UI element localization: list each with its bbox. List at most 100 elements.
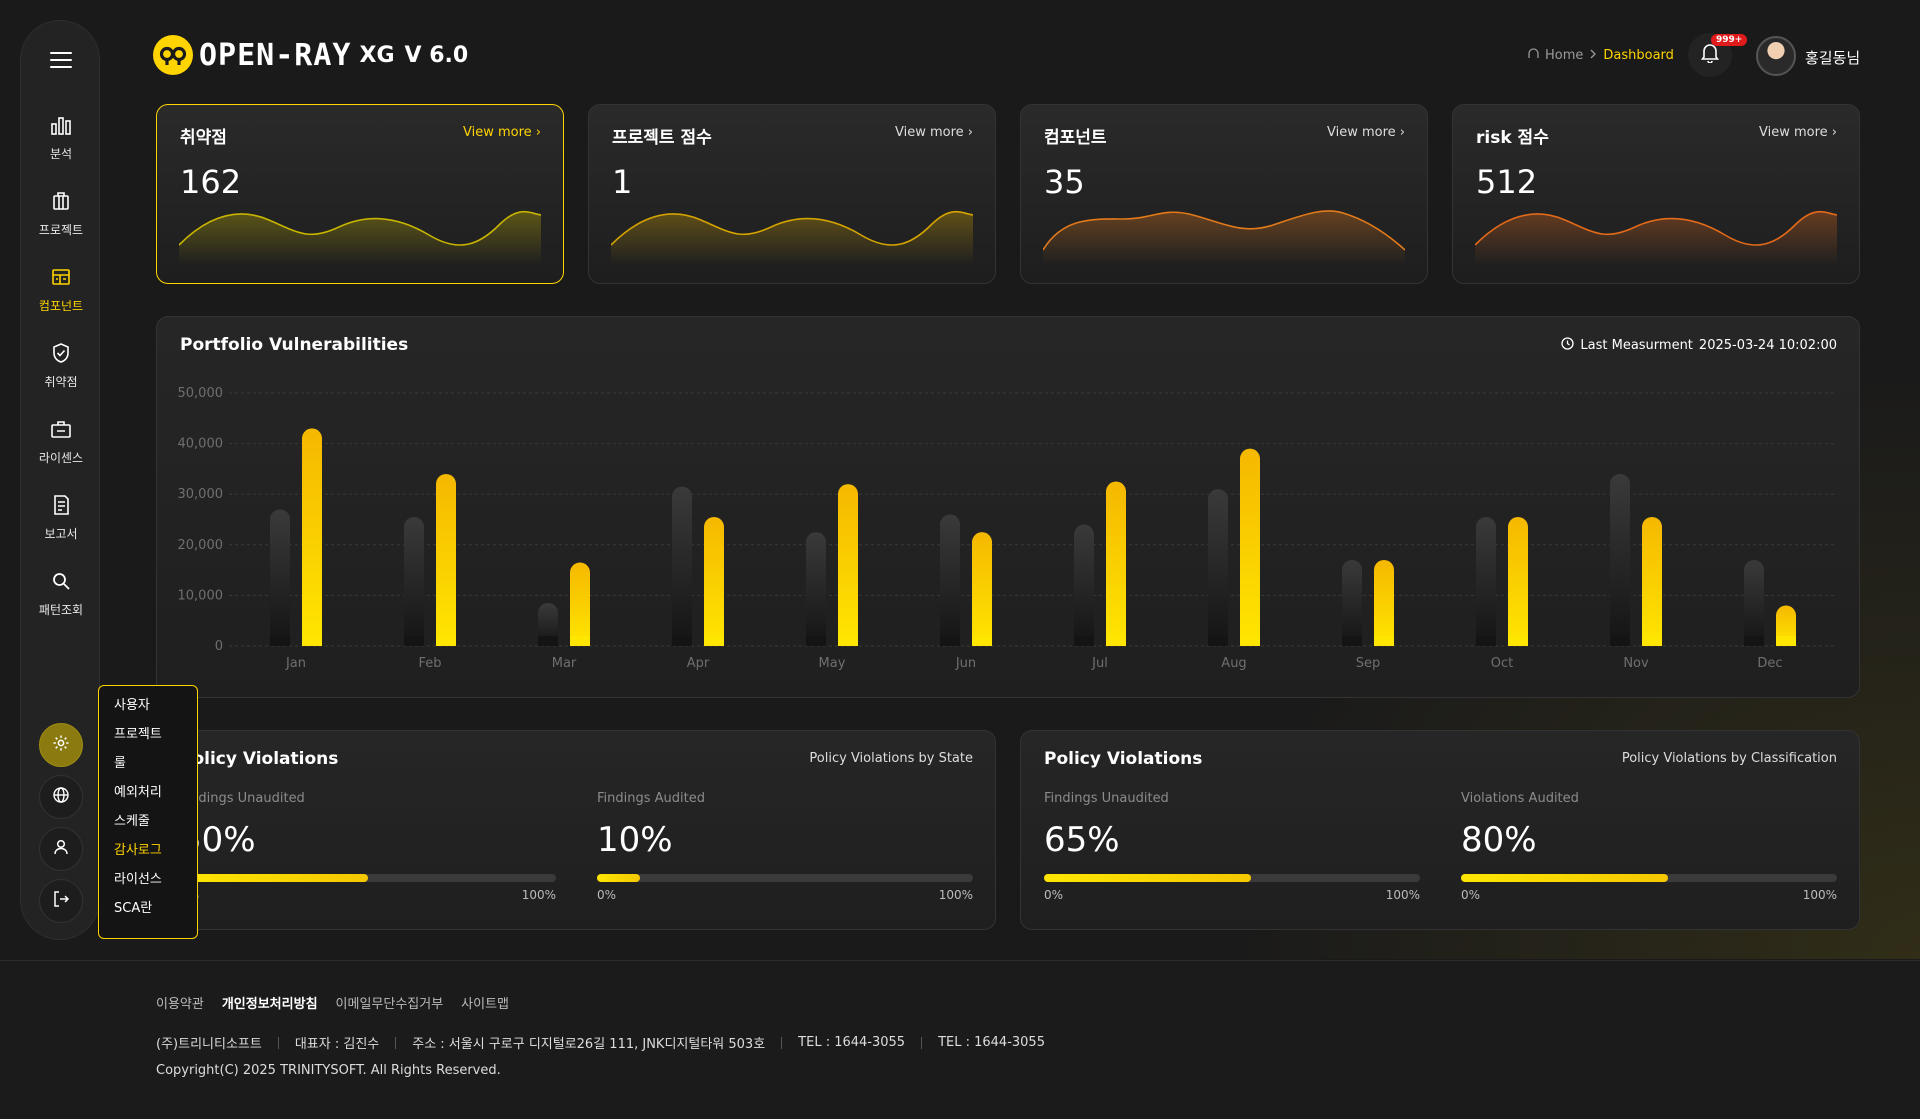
bar-series-1[interactable] xyxy=(270,509,290,646)
metric-findings-audited: Findings Audited 10% 0% 100% xyxy=(597,791,973,902)
username[interactable]: 홍길동님 xyxy=(1805,49,1861,67)
bar-series-2[interactable] xyxy=(1508,516,1528,646)
progress-bar xyxy=(597,874,973,882)
company-tel: TEL : 1644-3055 xyxy=(938,1035,1045,1050)
settings-menu-item-schedule[interactable]: 스케줄 xyxy=(114,814,150,829)
sidebar-item-pattern-search[interactable]: 패턴조회 xyxy=(21,569,101,629)
bar-series-2[interactable] xyxy=(1642,516,1662,646)
sidebar-item-reports[interactable]: 보고서 xyxy=(21,493,101,553)
settings-menu-item-users[interactable]: 사용자 xyxy=(114,698,150,713)
scale-min: 0% xyxy=(1044,888,1064,902)
settings-menu-item-audit-log[interactable]: 감사로그 xyxy=(114,843,162,858)
view-more-link[interactable]: View more › xyxy=(895,125,973,140)
footer-link-terms[interactable]: 이용약관 xyxy=(156,997,204,1012)
sidebar-item-analysis[interactable]: 분석 xyxy=(21,113,101,173)
metric-label: Findings Audited xyxy=(597,791,705,806)
footer-link-privacy[interactable]: 개인정보처리방침 xyxy=(221,997,318,1012)
bar-series-2[interactable] xyxy=(1374,559,1394,646)
bar-base xyxy=(1074,636,1094,646)
bar-base xyxy=(1610,636,1630,646)
bar-series-1[interactable] xyxy=(672,486,692,646)
metric-violations-audited: Violations Audited 80% 0% 100% xyxy=(1461,791,1837,902)
x-tick-label: Dec xyxy=(1757,656,1782,671)
kpi-card-project-score[interactable]: 프로젝트 점수 View more › 1 xyxy=(588,104,996,284)
menu-icon[interactable] xyxy=(50,52,72,68)
bar-series-1[interactable] xyxy=(806,532,826,646)
brand-logo[interactable]: OPEN-RAY XG V 6.0 xyxy=(153,35,468,75)
bar-series-2[interactable] xyxy=(1776,605,1796,646)
kpi-card-components[interactable]: 컴포넌트 View more › 35 xyxy=(1020,104,1428,284)
bar-series-2[interactable] xyxy=(838,484,858,646)
bar-series-1[interactable] xyxy=(1610,473,1630,646)
footer-link-email-policy[interactable]: 이메일무단수집거부 xyxy=(335,997,444,1012)
metric-value: 65% xyxy=(1044,820,1120,860)
bar-series-1[interactable] xyxy=(1342,559,1362,646)
bar-series-2[interactable] xyxy=(1240,448,1260,646)
x-tick-label: Sep xyxy=(1356,656,1381,671)
divider xyxy=(277,1036,279,1049)
panel-subtitle: Policy Violations by Classification xyxy=(1621,751,1837,766)
bell-icon xyxy=(1700,43,1720,67)
kpi-title: risk 점수 xyxy=(1476,128,1549,148)
bar-series-1[interactable] xyxy=(1476,516,1496,646)
bar-series-1[interactable] xyxy=(1074,524,1094,646)
avatar[interactable] xyxy=(1756,36,1796,76)
clock-icon xyxy=(1561,337,1575,354)
kpi-card-vulnerabilities[interactable]: 취약점 View more › 162 xyxy=(156,104,564,284)
settings-menu-item-about-sca[interactable]: SCA란 xyxy=(114,901,153,916)
view-more-link[interactable]: View more › xyxy=(1327,125,1405,140)
settings-button[interactable] xyxy=(39,723,83,767)
bar-series-2[interactable] xyxy=(570,562,590,646)
bar-base xyxy=(1776,636,1796,646)
brand-edition: XG xyxy=(359,42,395,68)
bar-base xyxy=(404,636,424,646)
bar-series-1[interactable] xyxy=(538,602,558,646)
kpi-card-risk-score[interactable]: risk 점수 View more › 512 xyxy=(1452,104,1860,284)
progress-bar xyxy=(1044,874,1420,882)
footer-link-sitemap[interactable]: 사이트맵 xyxy=(461,997,510,1012)
y-tick-label: 10,000 xyxy=(178,588,224,603)
chart-title: Portfolio Vulnerabilities xyxy=(180,335,409,355)
bar-series-2[interactable] xyxy=(704,516,724,646)
bar-base xyxy=(270,636,290,646)
progress-fill xyxy=(1044,874,1251,882)
logout-button[interactable] xyxy=(39,879,83,923)
bar-series-1[interactable] xyxy=(1744,559,1764,646)
scale-max: 100% xyxy=(938,888,973,902)
scale-min: 0% xyxy=(597,888,617,902)
sidebar: 분석 프로젝트 컴포넌트 취약점 라이센스 보고서 패턴조회 xyxy=(20,20,100,940)
measure-time: 2025-03-24 10:02:00 xyxy=(1698,338,1837,353)
bar-series-2[interactable] xyxy=(302,428,322,646)
bar-base xyxy=(436,636,456,646)
profile-button[interactable] xyxy=(39,827,83,871)
sidebar-item-components[interactable]: 컴포넌트 xyxy=(21,265,101,325)
sidebar-item-projects[interactable]: 프로젝트 xyxy=(21,189,101,249)
bar-series-2[interactable] xyxy=(436,473,456,646)
bar-series-2[interactable] xyxy=(1106,481,1126,646)
sidebar-item-license[interactable]: 라이센스 xyxy=(21,417,101,477)
settings-menu-item-exceptions[interactable]: 예외처리 xyxy=(114,785,162,800)
settings-menu-item-rules[interactable]: 룰 xyxy=(114,756,126,771)
sidebar-item-vulnerabilities[interactable]: 취약점 xyxy=(21,341,101,401)
brand-version: V 6.0 xyxy=(404,42,469,68)
bar-series-1[interactable] xyxy=(1208,489,1228,646)
progress-fill xyxy=(597,874,641,882)
metric-value: 50% xyxy=(180,820,256,860)
breadcrumb-home-link[interactable]: Home xyxy=(1545,48,1584,63)
view-more-link[interactable]: View more › xyxy=(1759,125,1837,140)
bar-base xyxy=(1744,636,1764,646)
breadcrumb-current: Dashboard xyxy=(1603,48,1674,63)
report-icon xyxy=(49,493,73,517)
bar-series-1[interactable] xyxy=(404,516,424,646)
language-button[interactable] xyxy=(39,775,83,819)
progress-fill xyxy=(180,874,368,882)
scale-max: 100% xyxy=(521,888,556,902)
settings-menu-item-license[interactable]: 라이선스 xyxy=(114,872,162,887)
view-more-link[interactable]: View more › xyxy=(463,125,541,140)
x-tick-label: May xyxy=(819,656,846,671)
bar-series-1[interactable] xyxy=(940,514,960,646)
bar-series-2[interactable] xyxy=(972,532,992,646)
settings-menu-item-projects[interactable]: 프로젝트 xyxy=(114,727,162,742)
bar-base xyxy=(1106,636,1126,646)
x-tick-label: Mar xyxy=(552,656,577,671)
